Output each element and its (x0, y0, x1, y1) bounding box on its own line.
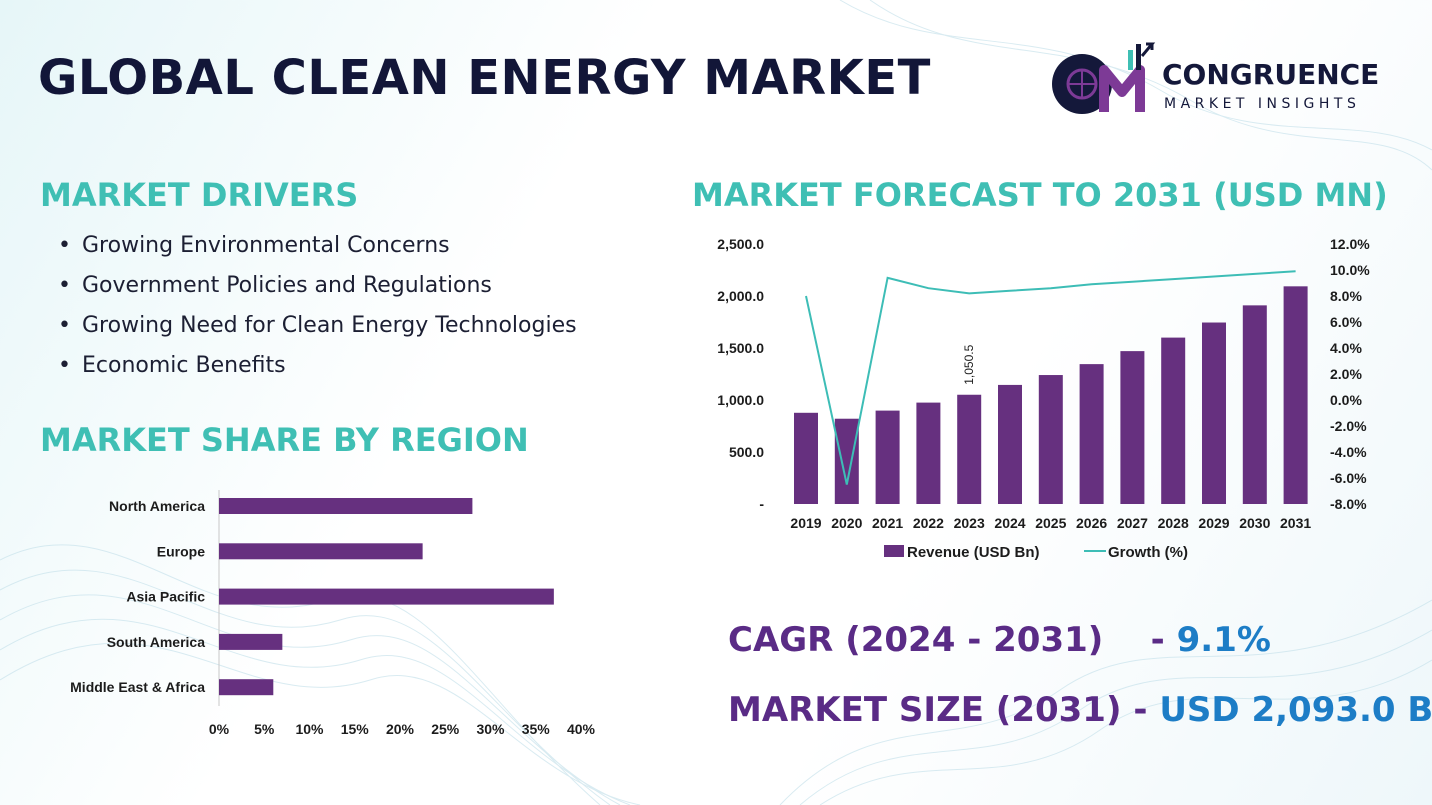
drivers-heading: MARKET DRIVERS (40, 176, 359, 214)
forecast-right-tick-label: 6.0% (1330, 314, 1362, 330)
forecast-x-tick-label: 2026 (1076, 515, 1107, 531)
region-bar-asia-pacific (219, 588, 554, 605)
legend-growth-label: Growth (%) (1108, 544, 1188, 561)
legend-revenue-swatch (884, 545, 904, 557)
revenue-data-label: 1,050.5 (962, 344, 976, 384)
region-bar-south-america (219, 633, 283, 650)
revenue-bar-2022 (916, 402, 941, 504)
bullet-icon: • (58, 313, 71, 338)
forecast-right-tick-label: -2.0% (1330, 418, 1367, 434)
revenue-bar-2030 (1242, 305, 1267, 504)
cagr-label: CAGR (2024 - 2031) (728, 620, 1104, 660)
forecast-left-tick-label: 2,000.0 (717, 288, 764, 304)
region-category-label: Middle East & Africa (70, 679, 205, 695)
forecast-right-tick-label: 4.0% (1330, 340, 1362, 356)
forecast-heading: MARKET FORECAST TO 2031 (USD MN) (692, 176, 1388, 214)
region-bar-europe (219, 543, 423, 560)
region-x-tick-label: 20% (386, 721, 415, 737)
bullet-icon: • (58, 273, 71, 298)
forecast-right-tick-label: 0.0% (1330, 392, 1362, 408)
region-category-label: Europe (157, 543, 205, 559)
forecast-x-tick-label: 2028 (1158, 515, 1189, 531)
forecast-left-tick-label: 500.0 (729, 444, 764, 460)
region-heading: MARKET SHARE BY REGION (40, 421, 529, 459)
cagr-stat: CAGR (2024 - 2031) - 9.1% (728, 620, 1271, 660)
region-bar-north-america (219, 498, 473, 514)
logo-tagline: MARKET INSIGHTS (1164, 96, 1361, 112)
region-x-tick-label: 5% (254, 721, 275, 737)
cagr-separator: - (1150, 620, 1165, 660)
driver-text: Growing Need for Clean Energy Technologi… (82, 313, 577, 338)
market-size-label: MARKET SIZE (2031) (728, 690, 1122, 730)
forecast-right-tick-label: 10.0% (1330, 262, 1370, 278)
forecast-x-tick-label: 2030 (1239, 515, 1270, 531)
brand-logo: CONGRUENCE MARKET INSIGHTS (1046, 40, 1406, 120)
forecast-x-tick-label: 2020 (831, 515, 862, 531)
forecast-x-tick-label: 2027 (1117, 515, 1148, 531)
driver-text: Government Policies and Regulations (82, 273, 492, 298)
market-size-separator: - (1133, 690, 1148, 730)
forecast-left-tick-label: 2,500.0 (717, 236, 764, 252)
region-category-label: South America (107, 634, 205, 650)
forecast-right-tick-label: -6.0% (1330, 470, 1367, 486)
revenue-bar-2029 (1202, 322, 1226, 504)
forecast-left-tick-label: - (759, 496, 764, 512)
forecast-x-tick-label: 2029 (1198, 515, 1229, 531)
revenue-bar-2023 (957, 394, 982, 504)
driver-text: Growing Environmental Concerns (82, 233, 450, 258)
legend-revenue-label: Revenue (USD Bn) (907, 544, 1040, 561)
forecast-right-tick-label: 12.0% (1330, 236, 1370, 252)
driver-item: • Growing Need for Clean Energy Technolog… (58, 310, 577, 350)
forecast-x-tick-label: 2021 (872, 515, 903, 531)
logo-name: CONGRUENCE (1162, 58, 1380, 91)
revenue-bar-2021 (875, 410, 900, 504)
region-category-label: Asia Pacific (126, 589, 205, 605)
bullet-icon: • (58, 233, 71, 258)
drivers-list: • Growing Environmental Concerns • Governm… (58, 230, 577, 390)
forecast-x-tick-label: 2031 (1280, 515, 1311, 531)
region-x-tick-label: 35% (522, 721, 551, 737)
forecast-x-tick-label: 2023 (954, 515, 985, 531)
revenue-bar-2024 (998, 384, 1022, 504)
region-x-tick-label: 15% (341, 721, 370, 737)
bullet-icon: • (58, 353, 71, 378)
forecast-x-tick-label: 2024 (994, 515, 1025, 531)
region-category-label: North America (109, 498, 205, 514)
revenue-bar-2026 (1079, 364, 1104, 504)
market-size-stat: MARKET SIZE (2031) - USD 2,093.0 BN (728, 690, 1432, 730)
market-size-value: USD 2,093.0 BN (1159, 690, 1432, 730)
revenue-bar-2019 (794, 412, 818, 504)
forecast-right-tick-label: -8.0% (1330, 496, 1367, 512)
forecast-x-tick-label: 2025 (1035, 515, 1066, 531)
driver-item: • Government Policies and Regulations (58, 270, 577, 310)
revenue-bar-2031 (1283, 286, 1308, 504)
forecast-right-tick-label: 2.0% (1330, 366, 1362, 382)
cagr-value: 9.1% (1176, 620, 1271, 660)
forecast-left-tick-label: 1,000.0 (717, 392, 764, 408)
revenue-bar-2027 (1120, 351, 1145, 504)
revenue-bar-2025 (1038, 375, 1063, 504)
forecast-right-tick-label: -4.0% (1330, 444, 1367, 460)
region-x-tick-label: 10% (295, 721, 324, 737)
driver-item: • Economic Benefits (58, 350, 577, 390)
page-title: GLOBAL CLEAN ENERGY MARKET (38, 50, 931, 106)
region-x-tick-label: 30% (476, 721, 505, 737)
revenue-bar-2020 (834, 418, 859, 504)
forecast-x-tick-label: 2022 (913, 515, 944, 531)
forecast-x-tick-label: 2019 (790, 515, 821, 531)
region-x-tick-label: 40% (567, 721, 596, 737)
driver-item: • Growing Environmental Concerns (58, 230, 577, 270)
revenue-bar-2028 (1161, 337, 1186, 504)
growth-line (805, 270, 1296, 485)
driver-text: Economic Benefits (82, 353, 286, 378)
region-bar-middle-east-africa (219, 679, 274, 696)
forecast-left-tick-label: 1,500.0 (717, 340, 764, 356)
forecast-right-tick-label: 8.0% (1330, 288, 1362, 304)
logo-mark-icon (1052, 42, 1156, 114)
region-x-tick-label: 0% (209, 721, 230, 737)
region-x-tick-label: 25% (431, 721, 460, 737)
